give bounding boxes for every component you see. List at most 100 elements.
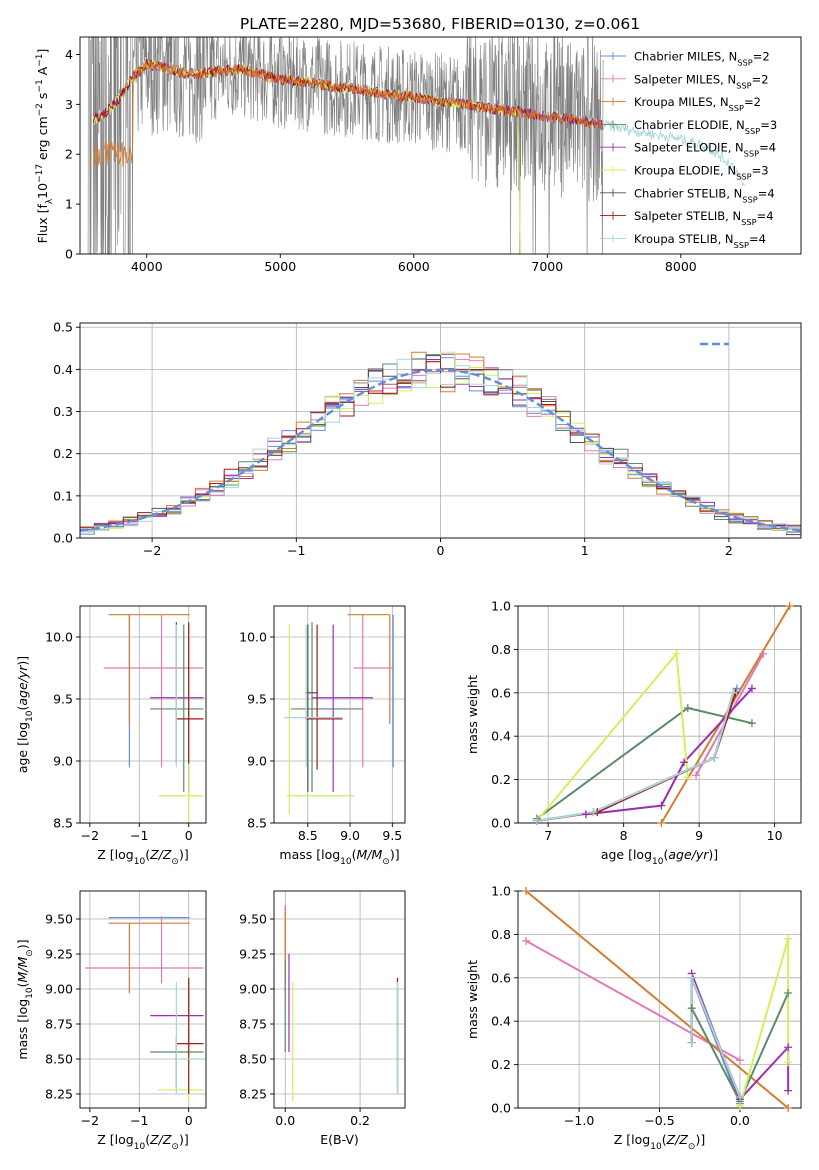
x-tick-label: −2 <box>81 1113 99 1128</box>
panel-mass-weight-vs-age: 7 8 9 10 0.0 0.2 0.4 0.6 0.8 1.0 age [log10(age/yr… <box>465 599 802 867</box>
series-marker <box>729 688 738 697</box>
x-tick-label: 4000 <box>131 259 163 274</box>
plot-area <box>80 351 801 536</box>
y-tick-label: 0.0 <box>491 1101 511 1116</box>
x-axis-label: Z [log10(Z/Z⊙)] <box>97 1132 188 1152</box>
y-tick-label: 1.0 <box>491 884 511 899</box>
x-tick-label: 0.0 <box>275 1113 295 1128</box>
series-marker <box>657 801 666 810</box>
x-tick-label: 9.5 <box>382 828 402 843</box>
y-axis-label: Flux [fλ10−17 erg cm−2 s−1 A−1] <box>35 49 55 244</box>
plot-area <box>284 905 399 1101</box>
y-tick-label: 3 <box>65 97 73 112</box>
y-tick-label: 9.0 <box>53 754 73 769</box>
x-tick-label: 9 <box>695 828 703 843</box>
normal-curve <box>80 368 801 532</box>
legend-entry: Kroupa STELIB, NSSP=4 <box>634 232 766 250</box>
series-marker <box>784 1043 793 1052</box>
observed-spectrum <box>87 37 604 254</box>
y-tick-label: 9.50 <box>45 912 73 927</box>
y-axis-label: mass weight <box>465 960 480 1039</box>
y-tick-label: 8.50 <box>239 1052 267 1067</box>
y-tick-label: 0.8 <box>491 927 511 942</box>
x-tick-label: 2 <box>725 543 733 558</box>
y-tick-label: 1.0 <box>491 599 511 614</box>
legend-entry: Salpeter STELIB, NSSP=4 <box>634 209 774 227</box>
y-tick-label: 0.3 <box>53 404 73 419</box>
x-axis-label: mass [log10(M/M⊙)] <box>279 847 399 867</box>
x-tick-label: −2 <box>143 543 161 558</box>
axes-frame <box>79 890 207 1109</box>
x-axis-label: Z [log10(Z/Z⊙)] <box>614 1132 705 1152</box>
y-tick-label: 8.75 <box>239 1017 267 1032</box>
y-tick-label: 4 <box>65 47 73 62</box>
series-marker <box>683 703 692 712</box>
series-marker <box>657 819 666 827</box>
x-axis-label: Z [log10(Z/Z⊙)] <box>97 847 188 867</box>
y-tick-label: 0.4 <box>491 1014 511 1029</box>
x-tick-label: 7 <box>544 828 552 843</box>
y-tick-label: 9.00 <box>239 982 267 997</box>
series-line <box>660 606 791 823</box>
axes-frame <box>79 605 207 824</box>
x-axis-label: age [log10(age/yr)] <box>601 847 718 867</box>
y-tick-label: 0.0 <box>53 531 73 546</box>
plot-area <box>87 37 746 254</box>
y-tick-label: 0.2 <box>491 1057 511 1072</box>
plot-area <box>103 614 204 823</box>
x-tick-label: −1 <box>287 543 305 558</box>
x-tick-label: 10 <box>767 828 783 843</box>
y-tick-label: 0.6 <box>491 970 511 985</box>
series-marker <box>683 773 692 782</box>
series-marker <box>687 1038 696 1047</box>
y-tick-label: 9.25 <box>239 947 267 962</box>
axes-frame <box>79 36 802 255</box>
x-tick-label: 9.0 <box>340 828 360 843</box>
y-tick-label: 8.5 <box>53 816 73 831</box>
y-axis-label: age [log10(age/yr)] <box>15 656 35 773</box>
series-marker <box>784 1104 793 1112</box>
series-marker <box>522 936 531 945</box>
plot-area <box>84 916 204 1101</box>
x-tick-label: 7000 <box>531 259 563 274</box>
x-tick-label: 5000 <box>264 259 296 274</box>
series-marker <box>784 1058 793 1067</box>
y-tick-label: 9.0 <box>247 754 267 769</box>
series-line <box>585 687 753 816</box>
series-marker <box>747 719 756 728</box>
series-marker <box>687 973 696 982</box>
y-tick-label: 0 <box>65 247 73 262</box>
x-tick-label: 0.0 <box>730 1113 750 1128</box>
x-tick-label: 0 <box>185 1113 193 1128</box>
panel-mass-vs-ebv: 0.0 0.2 8.25 8.50 8.75 9.00 9.25 9.50 E(B-V) <box>239 890 406 1147</box>
y-tick-label: 10.0 <box>239 630 267 645</box>
series-marker <box>680 758 689 767</box>
series-marker <box>735 1101 744 1110</box>
series-line <box>525 891 789 1108</box>
series-marker <box>672 649 681 658</box>
series-marker <box>759 649 768 658</box>
y-tick-label: 0.4 <box>491 729 511 744</box>
y-axis-label: mass [log10(M/M⊙)] <box>15 939 35 1059</box>
x-tick-label: −1 <box>130 1113 148 1128</box>
y-tick-label: 0.2 <box>53 446 73 461</box>
y-tick-label: 2 <box>65 147 73 162</box>
series-line <box>536 692 735 822</box>
panel-mass-vs-Z: −2 −1 0 8.25 8.50 8.75 9.00 9.25 9.50 Z [log10(Z/… <box>15 890 207 1152</box>
series-marker <box>692 771 701 780</box>
series-marker <box>532 816 541 825</box>
series-marker <box>784 988 793 997</box>
x-tick-label: −0.5 <box>644 1113 674 1128</box>
panel-age-vs-mass: 8.5 9.0 9.5 8.5 9.0 9.5 10.0 mass [log10(M/M⊙)] <box>239 605 406 867</box>
panel-spectrum: 4000 5000 6000 7000 8000 0 1 2 3 4 Flux [fλ10−17 e… <box>35 36 802 274</box>
y-tick-label: 0.8 <box>491 642 511 657</box>
x-tick-label: 6000 <box>398 259 430 274</box>
panel-mass-weight-vs-Z: −1.0 −0.5 0.0 0.0 0.2 0.4 0.6 0.8 1.0 Z [log10(Z/… <box>465 884 802 1152</box>
series-marker <box>735 1093 744 1102</box>
x-tick-label: −1.0 <box>564 1113 594 1128</box>
series-marker <box>747 684 756 693</box>
legend-entry: Kroupa ELODIE, NSSP=3 <box>634 164 769 182</box>
x-axis-label: E(B-V) <box>320 1132 359 1147</box>
y-tick-label: 9.25 <box>45 947 73 962</box>
